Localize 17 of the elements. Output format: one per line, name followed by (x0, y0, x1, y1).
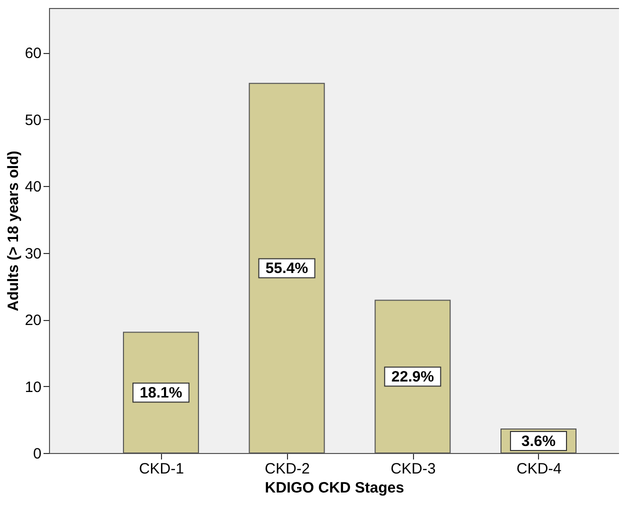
text: 55.4% (266, 260, 308, 278)
text: 3.6% (521, 432, 556, 450)
y-axis-title: Adults (> 18 years old) (4, 150, 22, 312)
y-tick-label: 40 (24, 178, 42, 196)
x-axis-title: KDIGO CKD Stages (264, 480, 404, 496)
x-tick-label: CKD-1 (138, 460, 184, 478)
x-tick-label: CKD-2 (264, 460, 310, 478)
y-tick-label: 50 (24, 112, 42, 129)
y-tick-label: 0 (33, 446, 42, 462)
y-tick-label: 20 (24, 312, 42, 330)
y-tick-label: 10 (24, 378, 42, 396)
text: 18.1% (140, 384, 182, 402)
text: 22.9% (391, 368, 434, 386)
y-tick-label: 30 (24, 245, 42, 262)
x-tick-label: CKD-4 (516, 460, 562, 478)
x-tick-label: CKD-3 (390, 460, 436, 478)
y-tick-label: 60 (24, 45, 42, 62)
